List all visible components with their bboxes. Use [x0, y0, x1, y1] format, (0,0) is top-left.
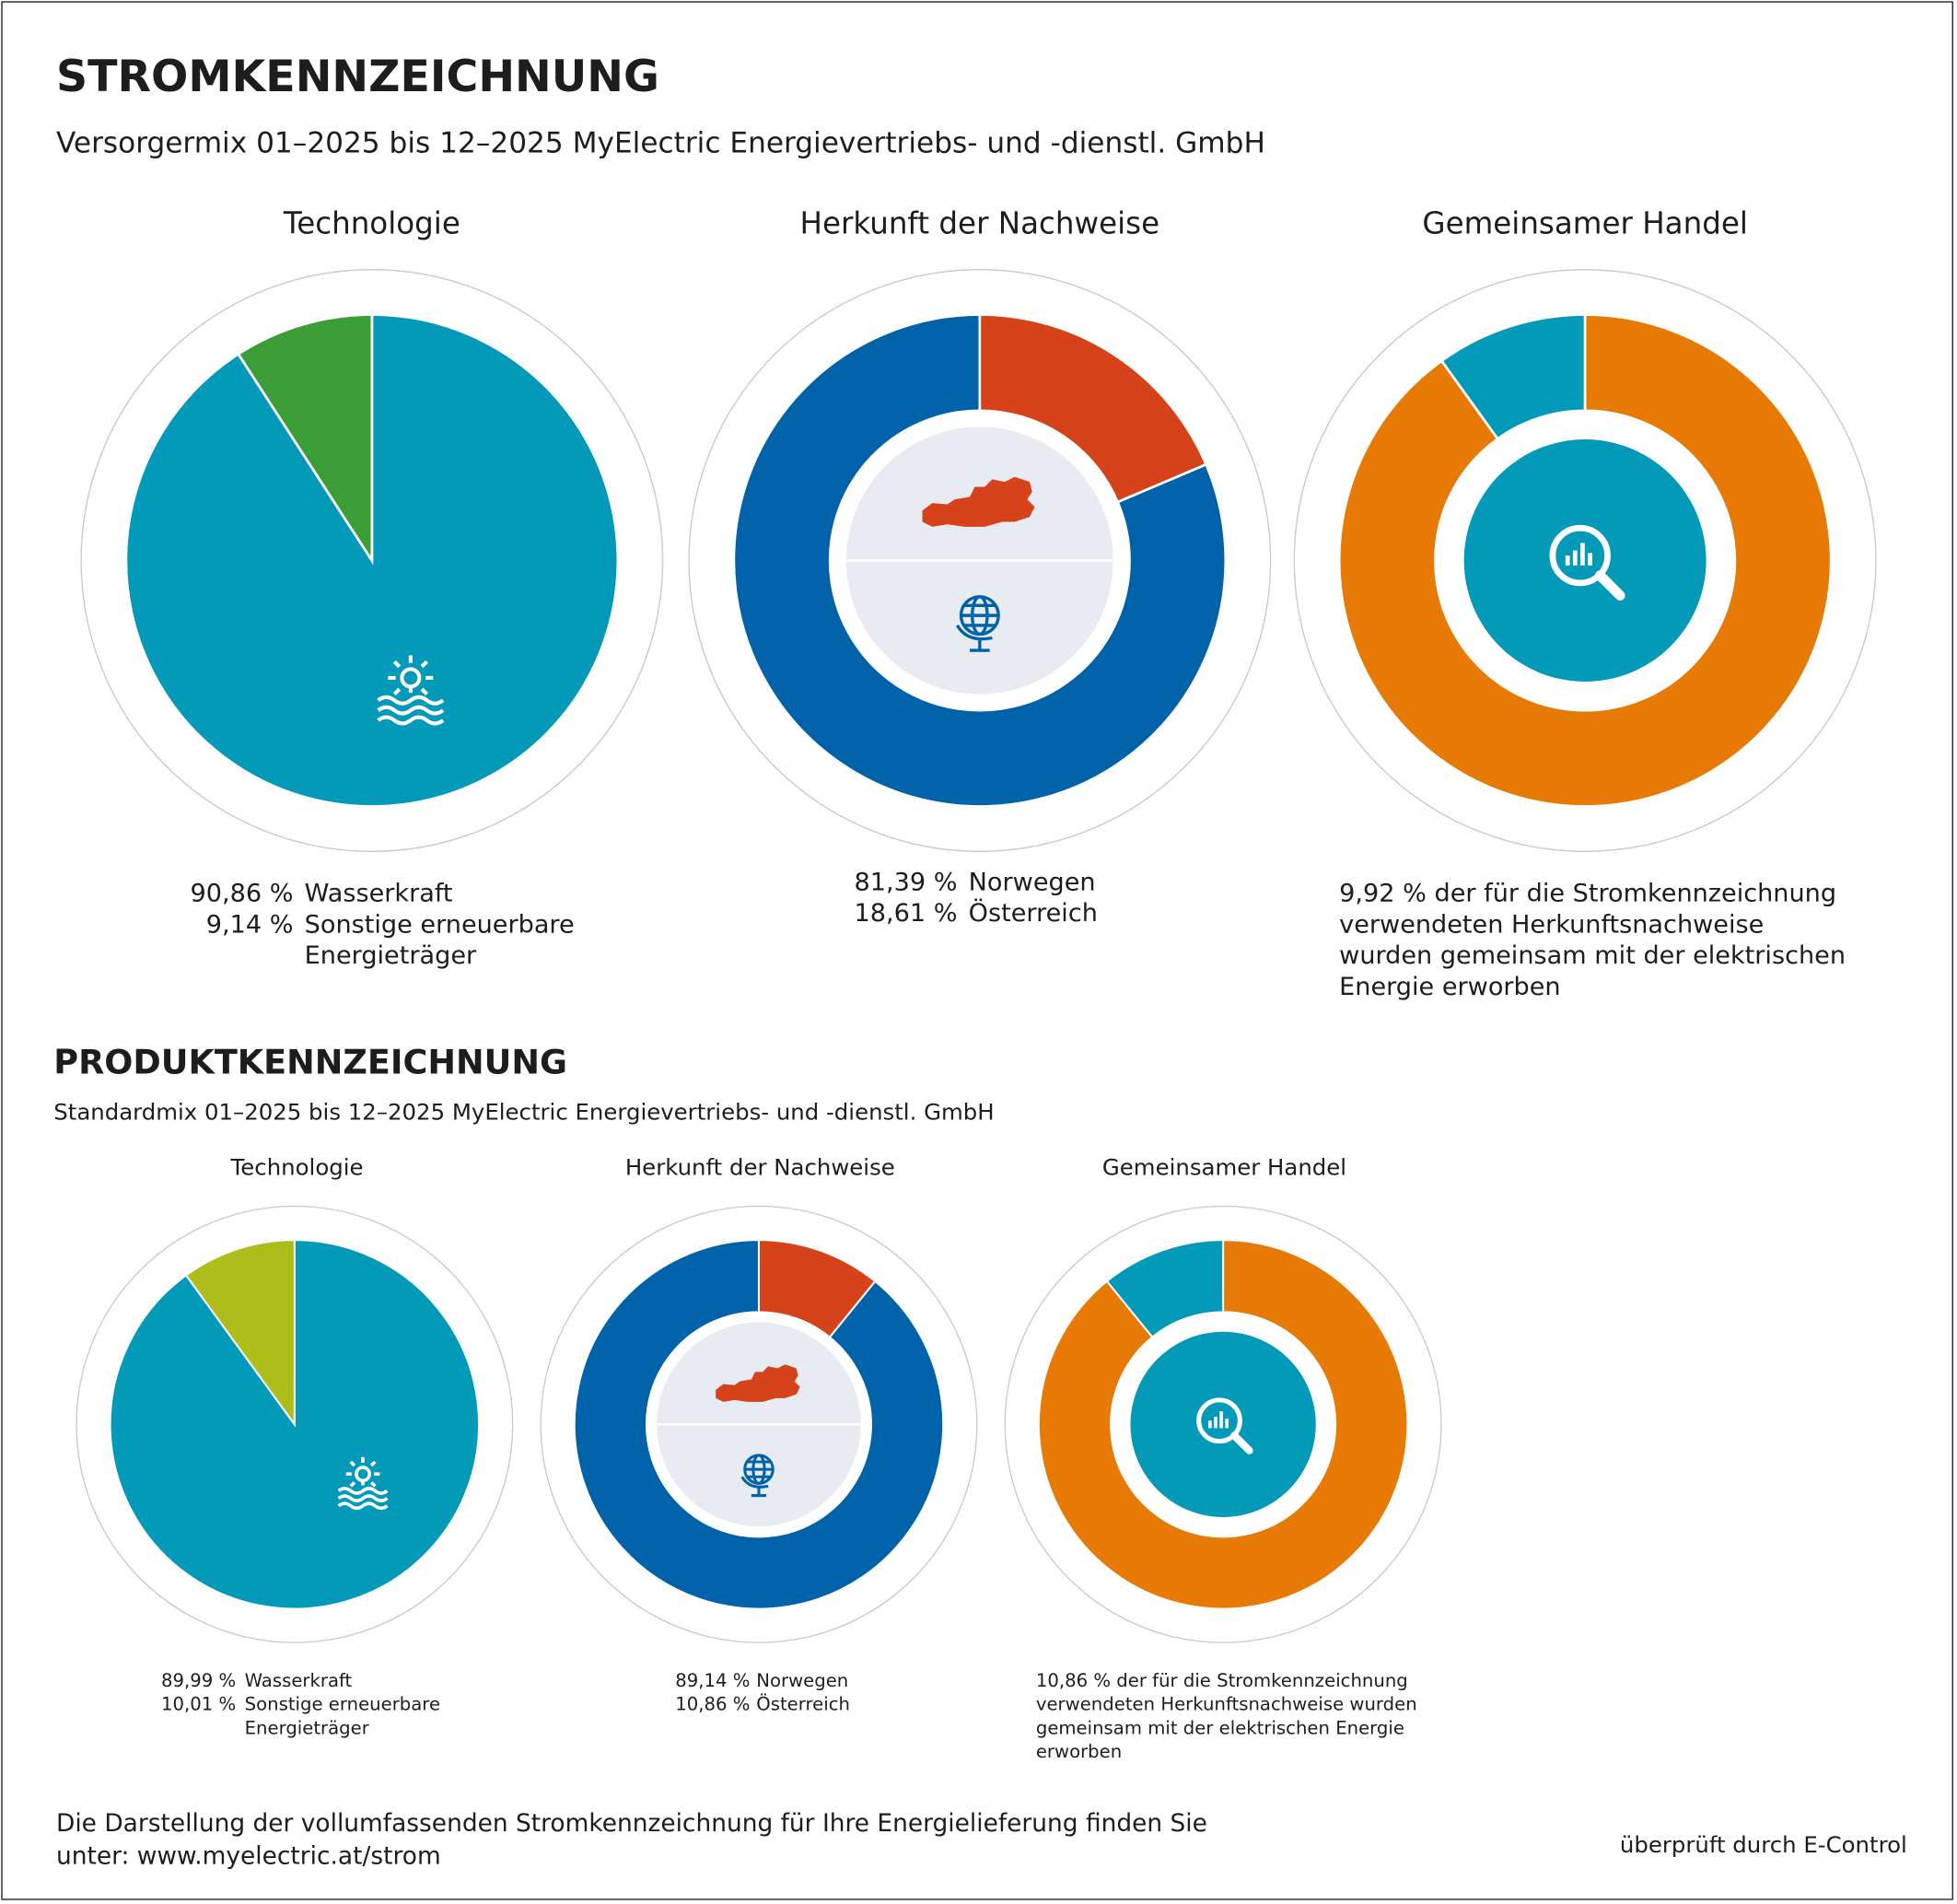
- footer-line: unter: www.myelectric.at/strom: [55, 1840, 441, 1871]
- value-label: 89,14 %: [675, 1671, 751, 1692]
- outer-ring: [80, 269, 664, 852]
- value-label: 89,99 %: [160, 1671, 237, 1692]
- slice: [1337, 313, 1833, 808]
- footer-note: Die Darstellung der vollumfassenden Stro…: [56, 1807, 1207, 1872]
- value-label: 18,61 %: [854, 897, 958, 928]
- outer-ring: [1004, 1205, 1442, 1643]
- legend-label: der für die Stromkennzeichnung verwendet…: [1339, 877, 1846, 1001]
- section-title: STROMKENNZEICHNUNG: [55, 52, 659, 103]
- austria-icon: [716, 1364, 800, 1402]
- pie-chart: [80, 269, 664, 852]
- legend: 81,39 % Norwegen 18,61 % Österreich: [839, 867, 1218, 929]
- outer-ring: [76, 1205, 514, 1643]
- pie-chart: [76, 1205, 514, 1643]
- globe-icon: [955, 595, 1000, 652]
- legend: 9,92 % der für die Stromkennzeichnung ve…: [1339, 878, 1863, 1003]
- slice: [757, 1239, 877, 1339]
- donut-chart: [1293, 269, 1877, 852]
- donut-chart: [1004, 1205, 1442, 1643]
- legend: 89,99 % Wasserkraft 10,01 % Sonstige erneue…: [144, 1670, 470, 1741]
- slice: [732, 313, 1228, 808]
- slice: [978, 313, 1208, 504]
- verified-note: überprüft durch E-Control: [1619, 1832, 1907, 1859]
- value-label: 10,86 %: [675, 1695, 751, 1716]
- legend-label: der für die Stromkennzeichnung verwendet…: [1035, 1671, 1417, 1763]
- value-label: 90,86 %: [190, 877, 294, 908]
- legend: 10,86 % der für die Stromkennzeichnung v…: [1036, 1670, 1436, 1765]
- chart-title: Technologie: [230, 1154, 364, 1182]
- legend-label: Wasserkraft: [304, 877, 453, 908]
- slice: [1037, 1239, 1409, 1610]
- value-label: 9,14 %: [205, 908, 294, 940]
- chart-title: Herkunft der Nachweise: [799, 205, 1160, 241]
- magnifier-icon: [1196, 1397, 1253, 1454]
- legend-label: Sonstige erneuerbare Energieträger: [244, 1695, 441, 1739]
- outer-ring: [1293, 269, 1877, 852]
- hydro-icon: [337, 1456, 389, 1511]
- footer-line: Die Darstellung der vollumfassenden Stro…: [55, 1808, 1207, 1838]
- globe-icon: [740, 1454, 775, 1498]
- value-label: 10,01 %: [160, 1695, 237, 1716]
- center-disc: [1463, 439, 1707, 682]
- donut-chart: [540, 1205, 978, 1643]
- legend-label: Österreich: [756, 1695, 850, 1716]
- section-title: PRODUKTKENNZEICHNUNG: [53, 1043, 567, 1082]
- section-subtitle: Standardmix 01–2025 bis 12–2025 MyElectr…: [53, 1099, 995, 1127]
- chart-title: Gemeinsamer Handel: [1422, 205, 1748, 241]
- hydro-icon: [377, 655, 445, 726]
- magnifier-icon: [1549, 524, 1625, 601]
- value-label: 9,92 %: [1339, 877, 1427, 908]
- slice: [573, 1239, 945, 1610]
- legend-label: Wasserkraft: [244, 1671, 353, 1692]
- chart-title: Technologie: [283, 205, 460, 241]
- legend: 90,86 % Wasserkraft 9,14 % Sonstige erneuer…: [175, 878, 592, 972]
- chart-title: Herkunft der Nachweise: [624, 1154, 895, 1182]
- chart-title: Gemeinsamer Handel: [1101, 1154, 1347, 1182]
- slice: [184, 1239, 296, 1428]
- legend-label: Österreich: [968, 897, 1098, 928]
- legend-label: Norwegen: [756, 1671, 849, 1692]
- legend-label: Norwegen: [968, 866, 1096, 897]
- slice: [236, 313, 374, 566]
- legend-label: Sonstige erneuerbare Energieträger: [304, 908, 575, 971]
- outer-ring: [540, 1205, 978, 1643]
- center-disc: [1130, 1331, 1316, 1517]
- section-subtitle: Versorgermix 01–2025 bis 12–2025 MyElect…: [55, 127, 1265, 160]
- value-label: 10,86 %: [1035, 1671, 1112, 1692]
- legend: 89,14 % Norwegen 10,86 % Österreich: [658, 1670, 956, 1717]
- donut-chart: [688, 269, 1272, 852]
- austria-icon: [922, 476, 1035, 527]
- value-label: 81,39 %: [854, 866, 958, 897]
- outer-ring: [688, 269, 1272, 852]
